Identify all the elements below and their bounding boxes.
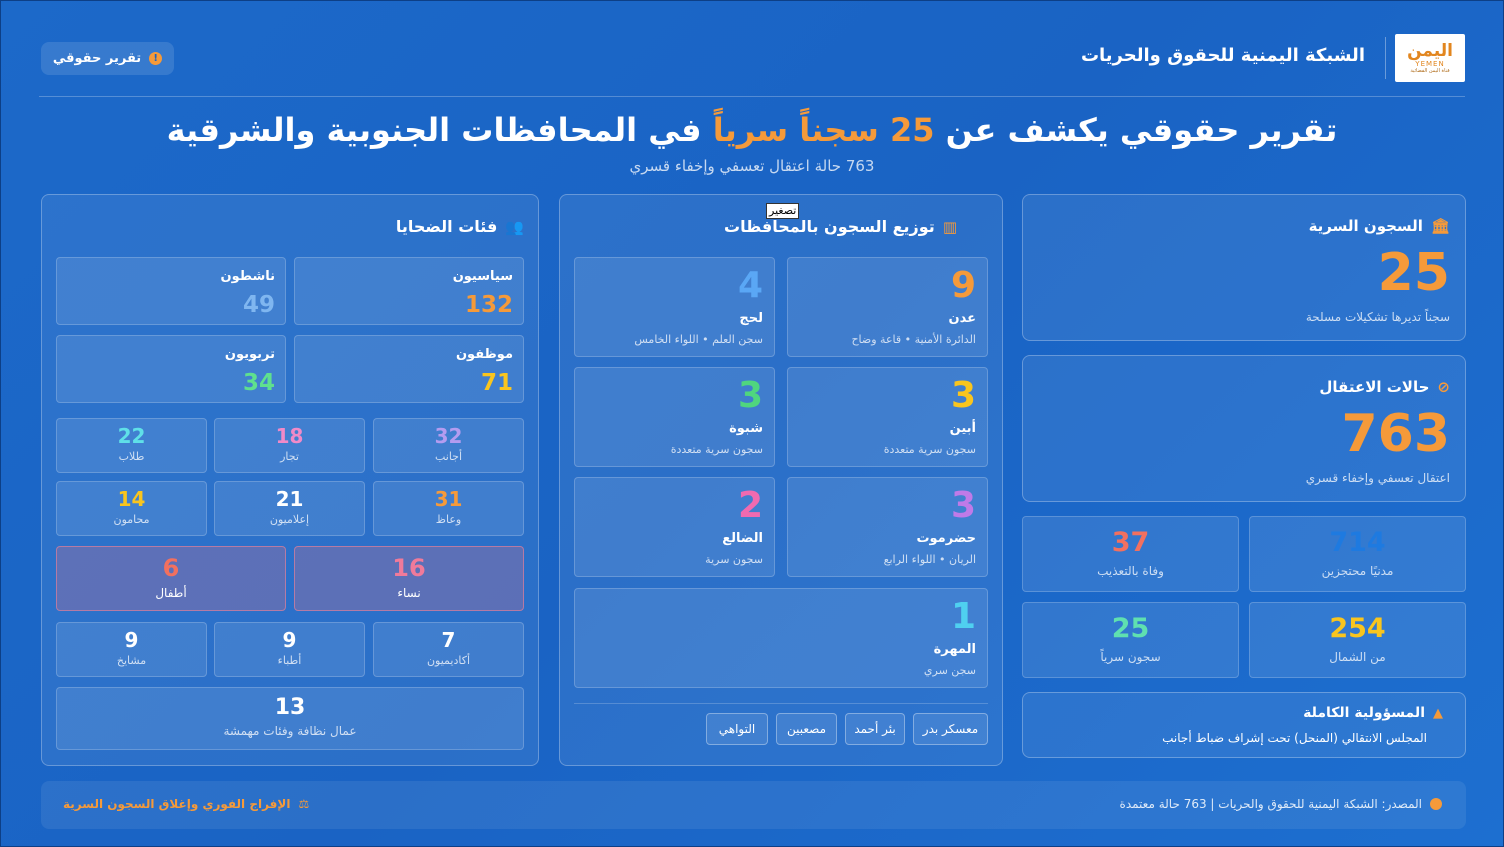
- victim-category: 32 أجانب: [373, 418, 524, 473]
- victim-category: سياسيون 132: [294, 257, 524, 325]
- info-icon: !: [149, 52, 163, 65]
- prisons-count: 25: [1377, 243, 1450, 303]
- users-icon: 👥: [505, 217, 524, 236]
- distribution-panel: ▥ توزيع السجون بالمحافظات: [559, 194, 1003, 766]
- governorate-card: 1 المهرة سجن سري: [574, 588, 988, 688]
- stat-tile: 25 سجون سرياً: [1022, 602, 1239, 678]
- org-name: الشبكة اليمنية للحقوق والحريات: [1080, 45, 1365, 66]
- governorate-card: 4 لحج سجن العلم • اللواء الخامس: [574, 257, 775, 357]
- victim-category: 7 أكاديميون: [373, 622, 524, 677]
- victim-category: 14 محامون: [56, 481, 207, 536]
- victim-category: ناشطون 49: [56, 257, 286, 325]
- victim-category: 13 عمال نظافة وفئات مهمشة: [56, 687, 524, 750]
- location-chip: مصعبين: [776, 713, 837, 745]
- gavel-icon: ⚖: [298, 797, 310, 811]
- info-icon: [1430, 798, 1442, 810]
- warning-icon: ▲: [1433, 705, 1443, 721]
- responsibility-card: ▲ المسؤولية الكاملة المجلس الانتقالي (ال…: [1022, 692, 1466, 758]
- user-slash-icon: ⊘: [1437, 378, 1450, 396]
- victim-category: تربويون 34: [56, 335, 286, 403]
- divider: [574, 703, 988, 704]
- governorate-card: 3 شبوة سجون سرية متعددة: [574, 367, 775, 467]
- stat-tile: 37 وفاة بالتعذيب: [1022, 516, 1239, 592]
- demand-note: ⚖ الإفراج الفوري وإغلاق السجون السرية: [63, 797, 310, 811]
- detentions-count: 763: [1341, 404, 1450, 464]
- victim-category: 9 مشايخ: [56, 622, 207, 677]
- source-note: المصدر: الشبكة اليمنية للحقوق والحريات |…: [1120, 797, 1442, 811]
- detentions-card: ⊘ حالات الاعتقال 763 اعتقال تعسفي وإخفاء…: [1022, 355, 1466, 502]
- governorate-card: 2 الضالع سجون سرية: [574, 477, 775, 577]
- victim-category-children: 6 أطفال: [56, 546, 286, 611]
- page-subtitle: 763 حالة اعتقال تعسفي وإخفاء قسري: [629, 157, 875, 175]
- victim-category: 9 أطباء: [214, 622, 365, 677]
- location-chip: بئر أحمد: [845, 713, 905, 745]
- report-badge: ! تقرير حقوقي: [41, 42, 174, 75]
- header-divider: [39, 96, 1465, 97]
- governorate-card: 3 حضرموت الريان • اللواء الرابع: [787, 477, 988, 577]
- logo-divider: [1385, 37, 1386, 79]
- stat-tile: 714 مدنيًا محتجزين: [1249, 516, 1466, 592]
- stat-tile: 254 من الشمال: [1249, 602, 1466, 678]
- tooltip: تصغير: [766, 203, 800, 219]
- governorate-card: 9 عدن الدائرة الأمنية • قاعة وضاح: [787, 257, 988, 357]
- victim-category: 21 إعلاميون: [214, 481, 365, 536]
- footer: المصدر: الشبكة اليمنية للحقوق والحريات |…: [41, 781, 1466, 829]
- building-icon: 🏛: [1430, 217, 1450, 235]
- location-chip: معسكر بدر: [913, 713, 988, 745]
- victim-category-women: 16 نساء: [294, 546, 524, 611]
- victim-category: 31 وعاظ: [373, 481, 524, 536]
- victim-category: موظفون 71: [294, 335, 524, 403]
- prisons-card: 🏛 السجون السرية 25 سجناً تديرها تشكيلات …: [1022, 194, 1466, 341]
- city-icon: ▥: [942, 217, 957, 236]
- logo: اليمن YEMEN قناة اليمن الفضائية: [1395, 34, 1465, 82]
- victims-panel: 👥 فئات الضحايا: [41, 194, 539, 766]
- page-title: تقرير حقوقي يكشف عن 25 سجناً سرياً في ال…: [166, 111, 1338, 149]
- victim-category: 18 تجار: [214, 418, 365, 473]
- location-chip: التواهي: [706, 713, 768, 745]
- governorate-card: 3 أبين سجون سرية متعددة: [787, 367, 988, 467]
- victim-category: 22 طلاب: [56, 418, 207, 473]
